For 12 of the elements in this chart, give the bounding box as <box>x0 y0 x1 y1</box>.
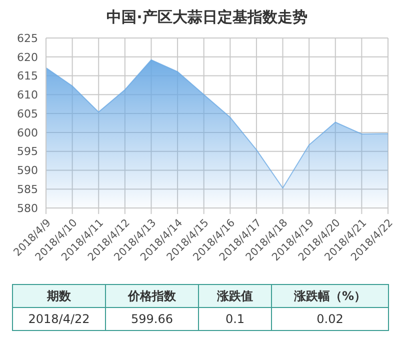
y-tick-label: 615 <box>17 70 38 83</box>
y-tick-label: 580 <box>17 202 38 215</box>
y-tick-label: 595 <box>17 145 38 158</box>
y-tick-label: 625 <box>17 32 38 45</box>
summary-table: 期数 价格指数 涨跌值 涨跌幅（%） 2018/4/22 599.66 0.1 0.02 <box>12 284 389 331</box>
y-tick-label: 620 <box>17 50 38 64</box>
y-tick-label: 590 <box>17 164 38 178</box>
y-tick-label: 585 <box>17 183 38 196</box>
y-tick-label: 605 <box>17 107 38 120</box>
y-tick-label: 610 <box>17 88 38 102</box>
y-tick-label: 600 <box>17 126 38 140</box>
chart-title: 中国·产区大蒜日定基指数走势 <box>106 8 308 28</box>
